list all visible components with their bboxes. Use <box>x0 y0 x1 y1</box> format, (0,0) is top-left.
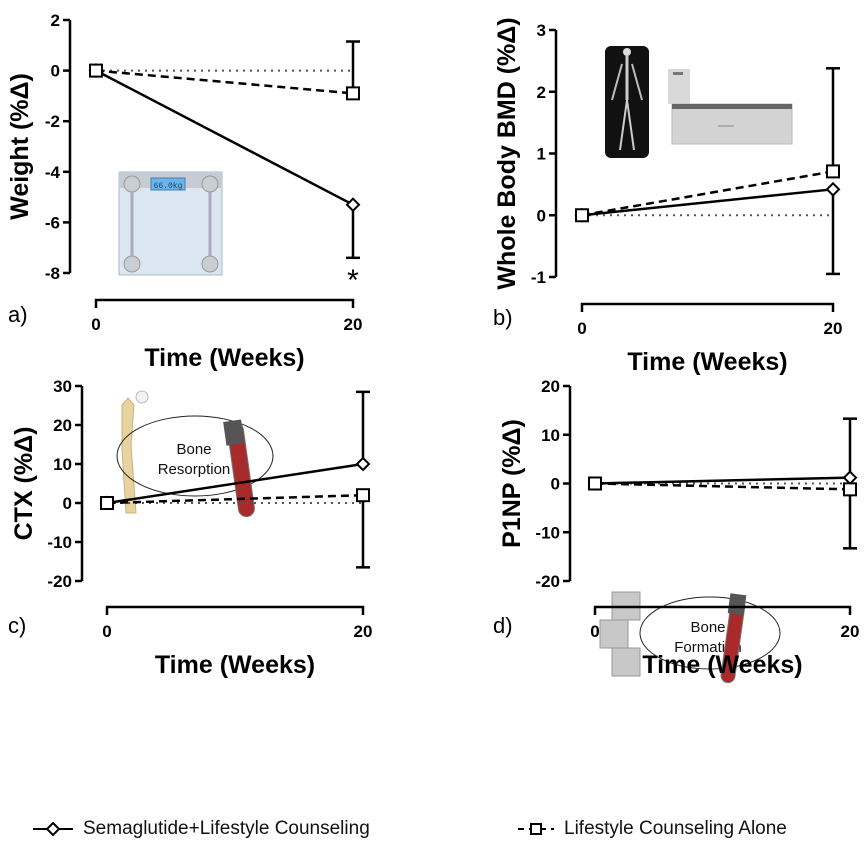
series-line <box>95 69 354 206</box>
significance-asterisk: * <box>347 264 359 297</box>
y-axis-label: Weight (%Δ) <box>6 73 34 220</box>
y-tick-label: -20 <box>535 572 560 591</box>
x-axis-label: Time (Weeks) <box>642 651 802 679</box>
series-line <box>106 493 364 505</box>
series-line <box>95 69 354 95</box>
y-tick-label: 2 <box>51 11 60 30</box>
chart-panel-b: 3 2 1 0 -1 0 20 Time (Weeks) Whole Body BMD (%Δ)… <box>493 17 842 376</box>
panel-label: d) <box>493 613 513 638</box>
y-tick-label: -4 <box>45 163 61 182</box>
series-line <box>594 482 851 491</box>
x-axis <box>593 605 852 615</box>
y-tick-label: -6 <box>45 213 60 232</box>
y-tick-label: 0 <box>51 62 60 81</box>
y-tick-label: -2 <box>45 112 60 131</box>
y-tick-label: 3 <box>537 21 546 40</box>
legend-label-semaglutide: Semaglutide+Lifestyle Counseling <box>83 818 370 839</box>
y-tick-label: 10 <box>541 426 560 445</box>
data-point-square <box>346 86 360 101</box>
y-tick-label: -1 <box>531 268 546 287</box>
series-semaglutide <box>587 417 858 491</box>
x-tick-label: 0 <box>102 622 111 641</box>
y-tick-label: 30 <box>53 377 72 396</box>
y-tick-label: -8 <box>45 264 60 283</box>
y-tick-label: 20 <box>53 416 72 435</box>
y-tick-label: 2 <box>537 83 546 102</box>
y-axis-label: P1NP (%Δ) <box>498 419 526 548</box>
series-line <box>581 170 834 217</box>
y-tick-label: -10 <box>47 533 72 552</box>
series-line <box>581 188 834 217</box>
x-tick-label: 20 <box>344 315 363 334</box>
x-tick-label: 20 <box>841 622 860 641</box>
y-tick-label: -20 <box>47 572 72 591</box>
chart-panel-c: 30 20 10 0 -10 -20 0 20 Time (Weeks) CTX (%Δ) c) <box>8 377 372 679</box>
panel-label: a) <box>8 302 28 327</box>
series-lifestyle <box>100 488 370 569</box>
y-tick-label: 10 <box>53 455 72 474</box>
y-tick-label: 0 <box>551 475 560 494</box>
series-line <box>106 462 364 505</box>
bone-resorption-line2: Resorption <box>158 461 231 478</box>
series-lifestyle <box>89 40 360 101</box>
x-axis-label: Time (Weeks) <box>144 344 304 372</box>
x-tick-label: 0 <box>91 315 100 334</box>
series-lifestyle <box>588 476 857 550</box>
x-tick-label: 20 <box>824 319 843 338</box>
panel-label: c) <box>8 613 26 638</box>
y-axis-label: Whole Body BMD (%Δ) <box>493 17 521 289</box>
data-point-diamond <box>825 181 841 197</box>
scale-illustration: 66.0kg <box>118 171 223 276</box>
data-point-square <box>100 496 114 510</box>
data-point-diamond <box>355 456 371 472</box>
chart-panel-d: 20 10 0 -10 -20 0 20 Time (Weeks) P1NP (%Δ) d) <box>493 377 859 679</box>
data-point-square <box>826 164 840 179</box>
x-axis <box>105 605 365 615</box>
x-axis <box>94 298 355 308</box>
legend-diamond-line-icon <box>33 822 73 836</box>
dxa-scan-illustration <box>605 46 793 158</box>
y-tick-label: -10 <box>535 523 560 542</box>
series-semaglutide <box>574 181 841 276</box>
series-line <box>594 476 851 485</box>
bone-resorption-line1: Bone <box>176 441 211 458</box>
series-semaglutide <box>88 63 361 260</box>
data-point-square <box>575 208 589 223</box>
data-point-square <box>89 63 103 78</box>
y-tick-label: 0 <box>537 206 546 225</box>
y-tick-label: 20 <box>541 377 560 396</box>
data-point-square <box>356 488 370 503</box>
bone-resorption-illustration: Bone Resorption <box>116 390 274 518</box>
data-point-diamond <box>842 470 858 486</box>
x-tick-label: 0 <box>590 622 599 641</box>
data-point-square <box>588 476 602 491</box>
bone-formation-line1: Bone <box>690 619 725 636</box>
y-tick-label: 0 <box>63 494 72 513</box>
x-axis-label: Time (Weeks) <box>155 651 315 679</box>
x-axis-label: Time (Weeks) <box>627 348 787 376</box>
x-tick-label: 0 <box>577 319 586 338</box>
x-tick-label: 20 <box>354 622 373 641</box>
legend-square-dashed-icon <box>518 823 554 835</box>
legend-label-lifestyle: Lifestyle Counseling Alone <box>564 818 787 839</box>
y-axis-label: CTX (%Δ) <box>10 427 38 541</box>
x-axis <box>580 302 835 312</box>
legend-semaglutide: Semaglutide+Lifestyle Counseling <box>33 818 370 840</box>
data-point-diamond <box>345 197 361 213</box>
y-tick-label: 1 <box>537 145 546 164</box>
legend-lifestyle: Lifestyle Counseling Alone <box>518 818 787 840</box>
data-point-square <box>843 482 857 497</box>
series-lifestyle <box>575 67 840 223</box>
panel-label: b) <box>493 305 513 330</box>
scale-display: 66.0kg <box>154 182 183 191</box>
